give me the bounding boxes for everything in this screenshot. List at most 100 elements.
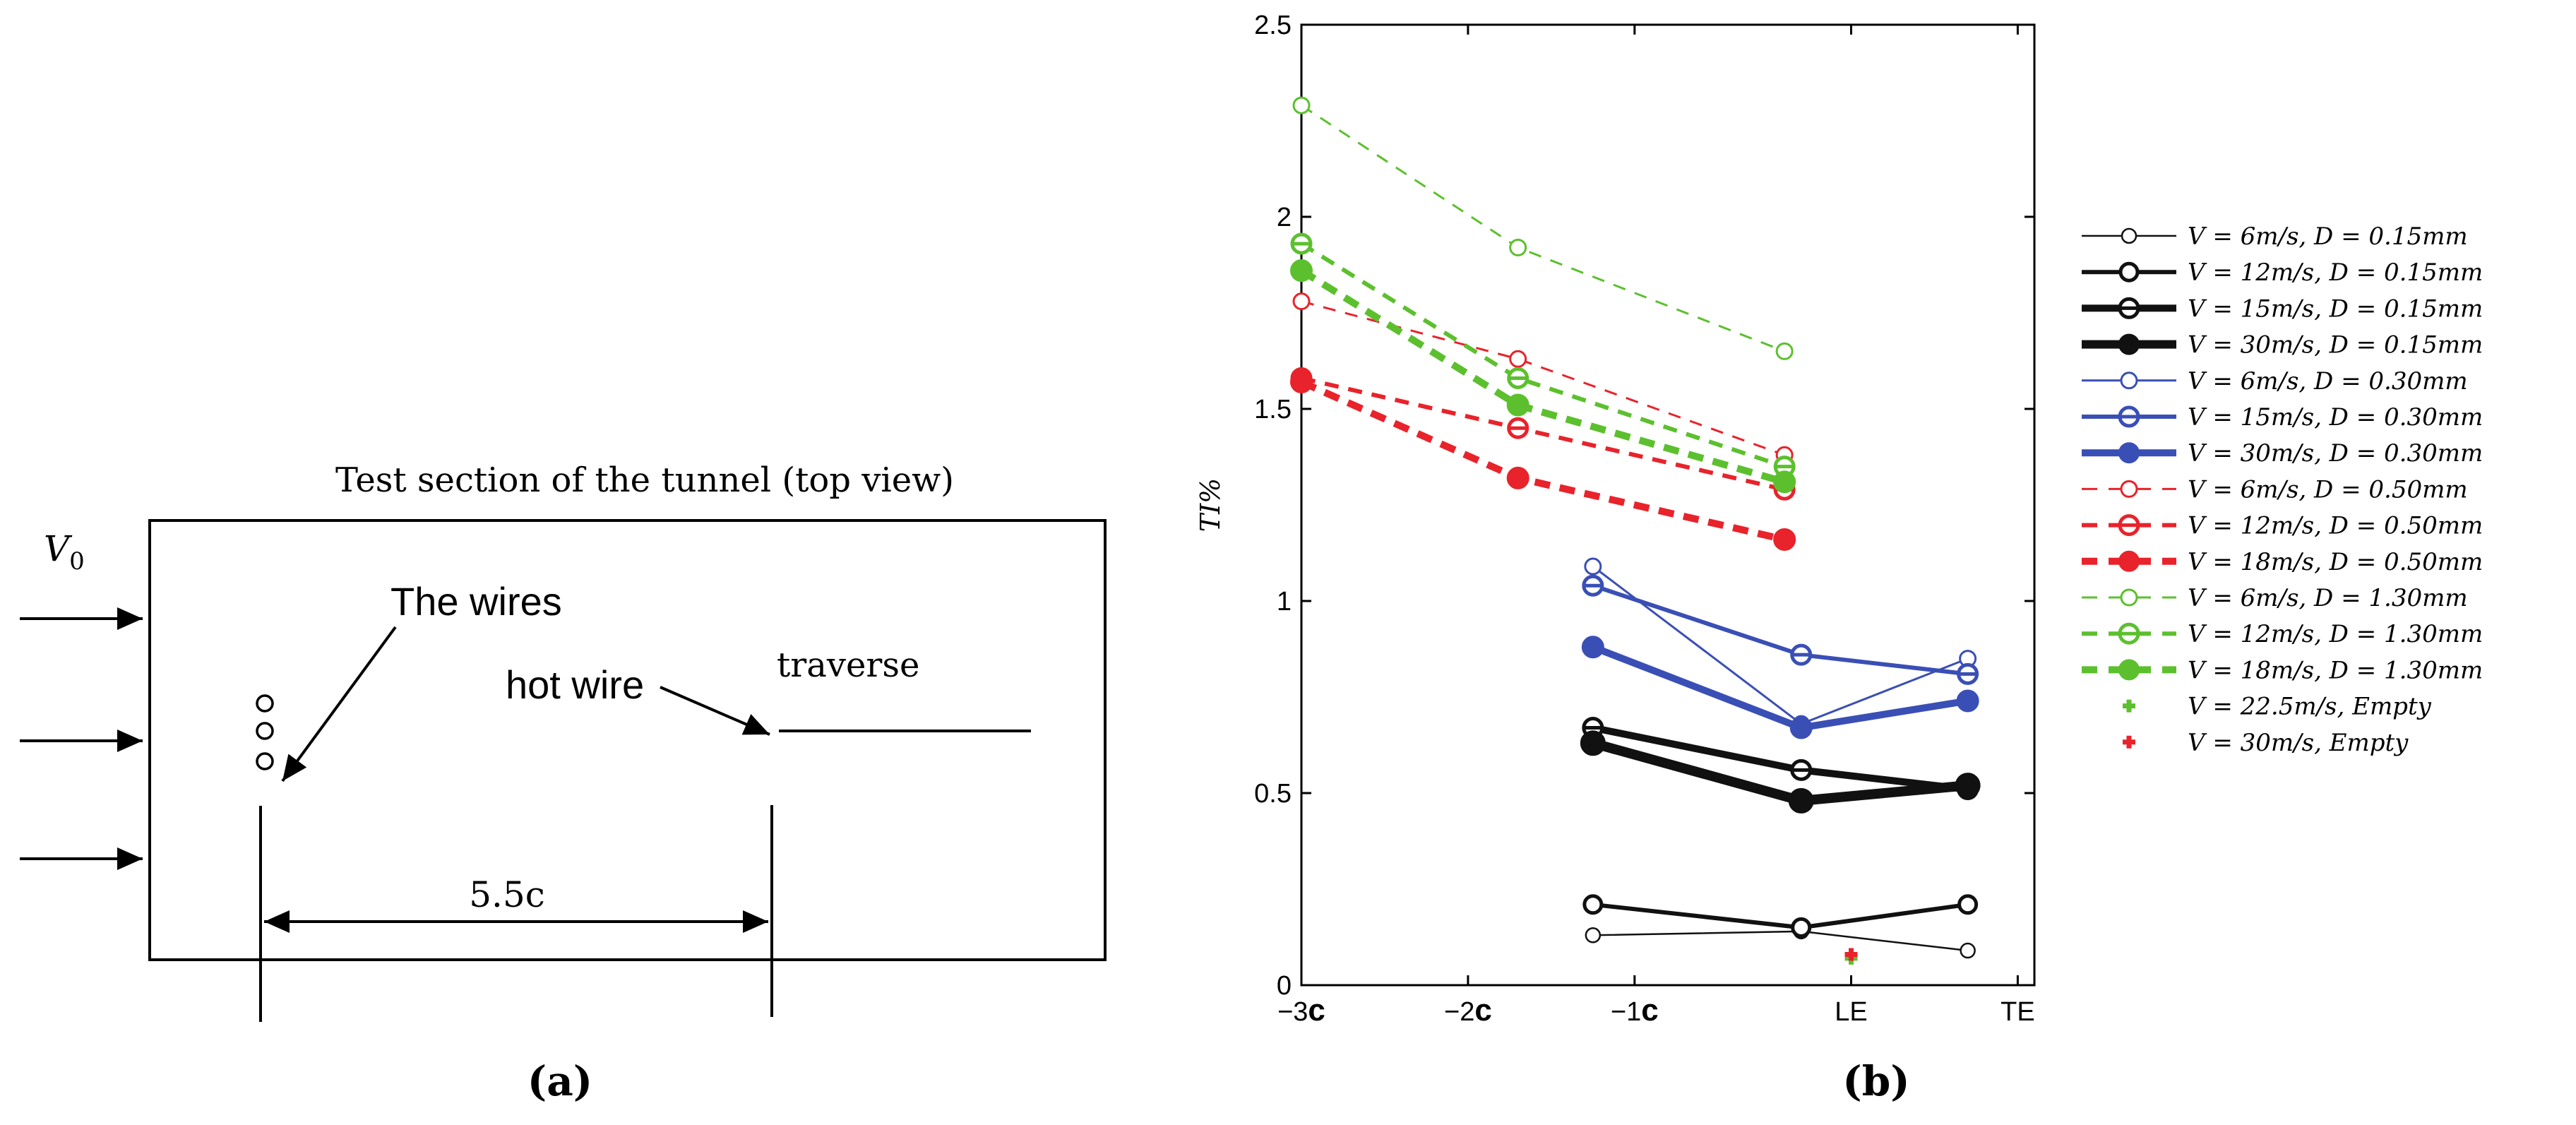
series-11 — [1290, 232, 1796, 478]
legend-label: V = 6m/s, D = 0.30mm — [2188, 367, 2468, 395]
x-tick-label-text: −1 — [1611, 997, 1641, 1027]
legend-item: V = 6m/s, D = 1.30mm — [2082, 584, 2468, 612]
legend-label: V = 22.5m/s, Empty — [2188, 693, 2432, 721]
legend-label: V = 6m/s, D = 0.50mm — [2188, 475, 2468, 504]
data-point-marker — [1582, 894, 1604, 915]
x-axis: −3 c −2c −1c LE TE — [1277, 25, 2035, 1028]
series-12 — [1290, 259, 1796, 494]
series-7 — [1292, 292, 1794, 464]
series-6 — [1581, 636, 1979, 739]
data-point-marker — [2118, 442, 2140, 464]
data-point-marker — [1580, 730, 1606, 756]
series-10 — [1292, 96, 1794, 360]
series-line — [1301, 300, 1785, 456]
series-8 — [1290, 367, 1796, 501]
plot-frame — [1300, 23, 2036, 987]
series-14 — [1844, 948, 1858, 961]
panel-b: 00.511.522.5 −3c −2c −1c LE TE TI% V = 6m/s,… — [1195, 11, 2483, 1105]
data-point-marker — [1292, 292, 1311, 311]
series-line — [1590, 583, 1970, 677]
wire-1 — [256, 694, 274, 713]
data-point-marker — [1791, 917, 1812, 938]
data-point-marker — [1773, 470, 1796, 494]
x-tick-label-suffix: c — [1641, 993, 1658, 1028]
data-point-marker — [1775, 342, 1794, 360]
x-tick-label-text: LE — [1835, 997, 1867, 1027]
x-tick-label: −1c — [1611, 993, 1659, 1028]
data-point-marker — [1957, 894, 1979, 915]
x-tick-label: TE — [2000, 997, 2035, 1027]
data-point-marker — [2120, 480, 2138, 498]
data-point-marker — [1789, 716, 1813, 739]
data-point-marker — [1584, 557, 1602, 576]
legend-item: V = 30m/s, Empty — [2123, 729, 2409, 757]
y-tick-label: 0.5 — [1254, 779, 1292, 809]
data-point-marker — [2118, 550, 2140, 572]
series-line — [1300, 242, 1786, 469]
y-tick-label: 2 — [1277, 203, 1292, 232]
data-point-marker — [1292, 96, 1311, 114]
legend-item: V = 30m/s, D = 0.30mm — [2082, 439, 2483, 468]
hotwire-label: hot wire — [506, 662, 644, 707]
series-1 — [1582, 894, 1979, 938]
legend-item: V = 22.5m/s, Empty — [2123, 693, 2432, 721]
legend-label: V = 15m/s, D = 0.30mm — [2188, 403, 2483, 431]
series-5 — [1582, 574, 1979, 685]
data-point-marker — [1506, 393, 1530, 417]
legend-item: V = 6m/s, D = 0.30mm — [2082, 367, 2468, 395]
data-point-marker — [2123, 699, 2135, 713]
traverse-label: traverse — [777, 645, 919, 685]
distance-label: 5.5c — [469, 874, 545, 915]
legend-item: V = 12m/s, D = 0.50mm — [2082, 512, 2483, 540]
data-point-marker — [1506, 466, 1530, 489]
panel-a-caption: (a) — [527, 1057, 592, 1105]
legend-label: V = 30m/s, Empty — [2188, 729, 2409, 757]
data-point-marker — [1955, 773, 1981, 799]
data-point-marker — [1956, 689, 1979, 713]
legend-item: V = 18m/s, D = 0.50mm — [2082, 548, 2483, 576]
data-point-marker — [2118, 261, 2140, 282]
series-line — [1299, 379, 1786, 543]
legend-item: V = 18m/s, D = 1.30mm — [2082, 656, 2483, 684]
series-line — [1592, 565, 1969, 725]
wires-label: The wires — [390, 579, 562, 624]
inflow-label: V0 — [44, 528, 85, 576]
legend-item: V = 15m/s, D = 0.15mm — [2082, 294, 2483, 323]
data-point-marker — [2123, 735, 2135, 749]
data-point-marker — [2118, 333, 2140, 355]
x-tick-label-text: −2 — [1444, 997, 1474, 1027]
data-point-marker — [2121, 227, 2137, 244]
x-tick-label: −2c — [1444, 993, 1492, 1028]
series-line — [1299, 267, 1786, 486]
legend-label: V = 6m/s, D = 0.15mm — [2188, 222, 2468, 251]
legend-item: V = 15m/s, D = 0.30mm — [2082, 403, 2483, 431]
x-tick-label-text: −3 — [1277, 997, 1308, 1027]
legend-label: V = 30m/s, D = 0.15mm — [2188, 331, 2483, 359]
series-9 — [1290, 370, 1796, 551]
legend-label: V = 12m/s, D = 0.15mm — [2188, 258, 2483, 287]
data-point-marker — [2120, 588, 2138, 607]
legend-label: V = 12m/s, D = 0.50mm — [2188, 512, 2483, 540]
legend-item: V = 30m/s, D = 0.15mm — [2082, 331, 2483, 359]
data-point-marker — [1290, 259, 1313, 282]
data-point-marker — [1581, 636, 1604, 659]
series-line — [1587, 738, 1973, 806]
y-tick-label: 0 — [1277, 971, 1292, 1001]
wire-2 — [256, 722, 274, 740]
data-point-marker — [1844, 948, 1858, 961]
series-layer — [1290, 96, 1981, 965]
series-line — [1589, 643, 1972, 732]
y-tick-label: 1.5 — [1254, 395, 1292, 424]
panel-b-caption: (b) — [1842, 1057, 1909, 1105]
data-point-marker — [1290, 370, 1313, 393]
legend-item: V = 12m/s, D = 0.15mm — [2082, 258, 2483, 287]
data-point-marker — [1773, 528, 1796, 551]
panel-a: Test section of the tunnel (top view) V0… — [20, 460, 1107, 1105]
legend-item: V = 6m/s, D = 0.50mm — [2082, 475, 2468, 504]
data-point-marker — [1788, 787, 1814, 814]
legend-item: V = 6m/s, D = 0.15mm — [2082, 222, 2468, 251]
x-tick-label-text: TE — [2000, 997, 2035, 1027]
legend-label: V = 30m/s, D = 0.30mm — [2188, 439, 2483, 468]
data-point-marker — [2120, 371, 2138, 390]
